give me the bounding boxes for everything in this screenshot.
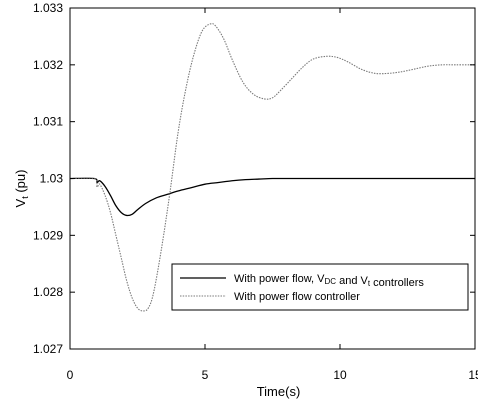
y-tick-label: 1.03 bbox=[40, 172, 64, 186]
y-axis-label: Vt (pu) bbox=[13, 170, 30, 208]
x-tick-label: 5 bbox=[202, 368, 209, 382]
x-tick-label: 0 bbox=[67, 368, 74, 382]
y-tick-label: 1.033 bbox=[33, 1, 63, 15]
legend-entry-1: With power flow, VDC and Vt controllers bbox=[234, 273, 424, 289]
series-line-1 bbox=[69, 177, 475, 217]
x-tick-label: 15 bbox=[468, 368, 478, 382]
legend-box bbox=[171, 263, 469, 311]
y-tick-label: 1.029 bbox=[33, 228, 63, 242]
legend: With power flow, VDC and Vt controllers W… bbox=[171, 263, 469, 311]
y-tick-label: 1.027 bbox=[33, 342, 63, 356]
y-tick-label: 1.028 bbox=[33, 285, 63, 299]
legend-entry-2: With power flow controller bbox=[234, 291, 360, 303]
x-tick-label: 10 bbox=[333, 368, 347, 382]
y-tick-label: 1.032 bbox=[33, 58, 63, 72]
ticks-layer: 0 5 10 15 1.027 1.028 1.029 1.03 1.031 1.032 1.033 bbox=[33, 1, 478, 382]
x-axis-label: Time(s) bbox=[257, 384, 301, 399]
y-tick-label: 1.031 bbox=[33, 115, 63, 129]
series-layer bbox=[69, 23, 475, 312]
